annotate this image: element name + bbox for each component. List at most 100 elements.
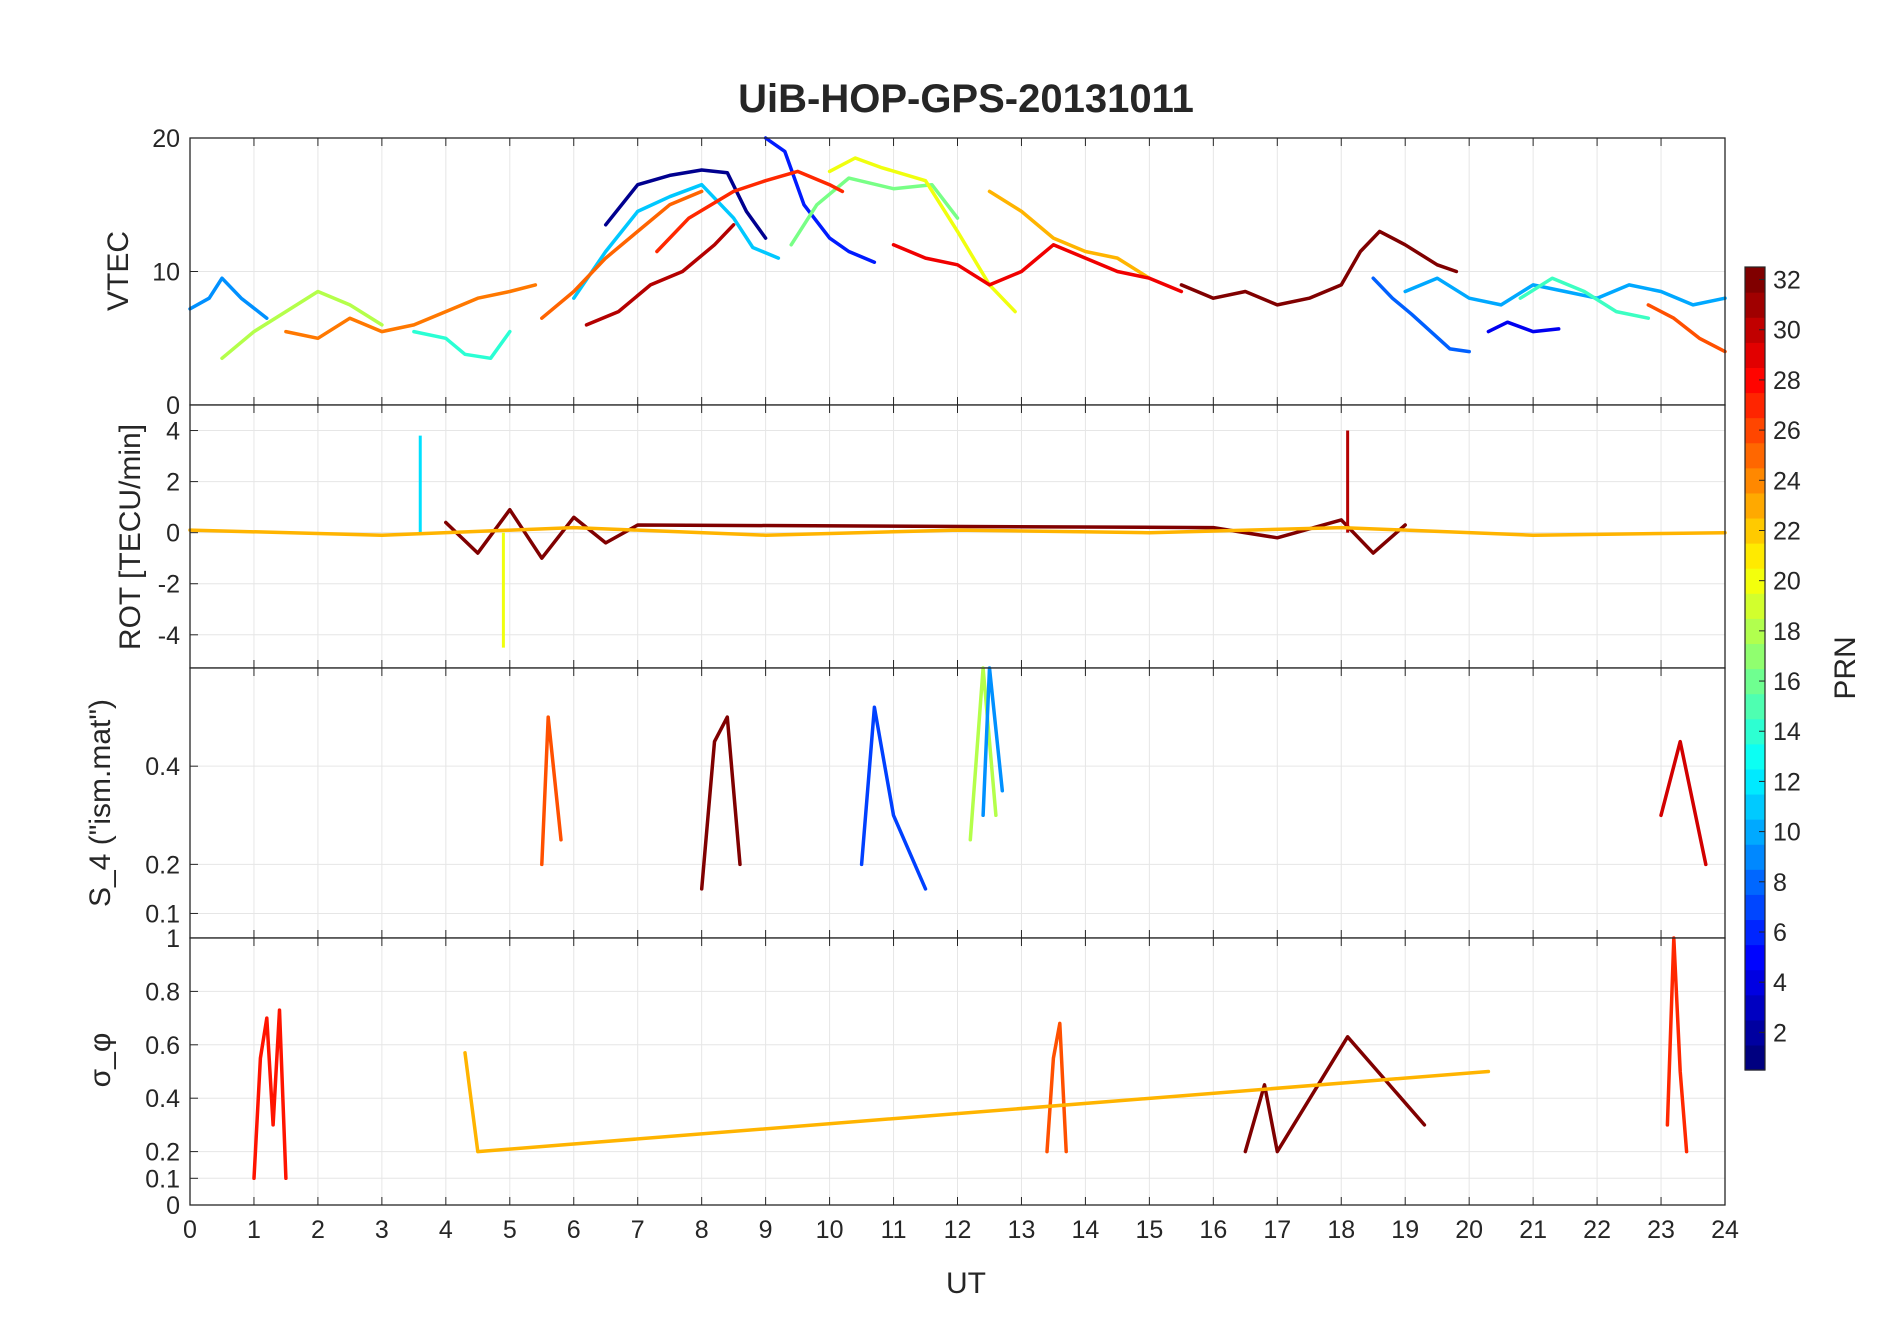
colorbar-tick-label: 14 (1773, 718, 1801, 746)
series-group (188, 430, 1727, 648)
y-tick-label: 0.6 (145, 1032, 180, 1060)
x-tick-label: 19 (1391, 1216, 1419, 1244)
series-line-prn-32 (1243, 1035, 1427, 1154)
x-tick-label: 5 (503, 1216, 517, 1244)
colorbar-step (1745, 342, 1765, 368)
colorbar-tick-label: 24 (1773, 467, 1801, 495)
series-line-prn-28 (891, 243, 1184, 294)
series-line-prn-24 (284, 283, 538, 341)
colorbar-tick-label: 16 (1773, 668, 1801, 696)
y-tick-label: 2 (166, 469, 180, 497)
series-group (252, 936, 1689, 1181)
colorbar-label: PRN (1829, 636, 1862, 699)
colorbar-step (1745, 442, 1765, 469)
panel-2: -4 -2 0 2 4 ROT [TECU/min] (114, 404, 1727, 669)
y-tick-label: -2 (158, 571, 180, 599)
colorbar-step (1745, 568, 1765, 594)
series-line-prn-28 (252, 1008, 288, 1181)
x-tick-label: 11 (881, 1216, 907, 1244)
colorbar-step (1745, 1019, 1765, 1046)
y-tick-label: 0.1 (145, 900, 180, 928)
x-tick-label: 15 (1135, 1216, 1163, 1244)
x-tick-label: 4 (439, 1216, 453, 1244)
series-group (540, 666, 1708, 891)
series-line-prn-27 (1665, 936, 1689, 1154)
x-tick-label: 0 (183, 1216, 197, 1244)
series-line-prn-32 (1179, 229, 1459, 307)
x-tick-label: 14 (1072, 1216, 1100, 1244)
colorbar-tick-label: 20 (1773, 568, 1801, 596)
colorbar-step (1745, 618, 1765, 645)
colorbar-step (1745, 969, 1765, 996)
colorbar-tick-label: 32 (1773, 267, 1801, 295)
x-tick-label: 2 (311, 1216, 325, 1244)
colorbar-step (1745, 417, 1765, 444)
colorbar-tick-label: 18 (1773, 618, 1801, 646)
colorbar-tick-label: 8 (1773, 869, 1787, 897)
series-line-prn-9 (188, 276, 269, 320)
y-tick-label: 10 (152, 259, 180, 287)
colorbar-tick-label: 26 (1773, 417, 1801, 445)
x-tick-label: 23 (1647, 1216, 1675, 1244)
colorbar-step (1745, 869, 1765, 895)
y-tick-label: 0.1 (145, 1165, 180, 1193)
x-axis-label: UT (946, 1267, 986, 1300)
colorbar-tick-label: 10 (1773, 819, 1801, 847)
x-tick-label: 1 (247, 1216, 261, 1244)
series-line-prn-26 (540, 715, 563, 867)
y-axis-label: ROT [TECU/min] (114, 424, 147, 650)
y-axis-label: VTEC (102, 231, 135, 311)
series-line-prn-1 (603, 168, 768, 240)
colorbar-step (1745, 693, 1765, 720)
colorbar-step (1745, 793, 1765, 820)
series-line-prn-22 (463, 1051, 1491, 1154)
colorbar-step (1745, 643, 1765, 670)
colorbar-step (1745, 543, 1765, 569)
y-axis-label: S_4 ("ism.mat") (84, 699, 117, 907)
y-tick-label: -4 (158, 622, 180, 650)
series-line-prn-16 (789, 176, 960, 247)
y-tick-label: 0.2 (145, 1139, 180, 1167)
y-axis-label: σ_φ (84, 1033, 117, 1088)
series-line-prn-30 (584, 223, 736, 327)
y-tick-label: 0.4 (145, 1085, 180, 1113)
colorbar-step (1745, 844, 1765, 870)
y-tick-label: 0.2 (145, 851, 180, 879)
y-tick-label: 0 (166, 392, 180, 420)
colorbar-tick-label: 22 (1773, 517, 1801, 545)
series-line-prn-22 (987, 189, 1152, 280)
y-tick-label: 4 (166, 418, 180, 446)
series-group (188, 136, 1727, 361)
colorbar-tick-label: 28 (1773, 367, 1801, 395)
colorbar-step (1745, 919, 1765, 946)
colorbar-step (1745, 944, 1765, 971)
panel-3: 0.1 0.2 0.4 S_4 ("ism.mat") (84, 666, 1726, 939)
y-tick-label: 1 (166, 925, 180, 953)
colorbar-tick-label: 4 (1773, 969, 1787, 997)
colorbar-step (1745, 668, 1765, 695)
colorbar-step (1745, 317, 1765, 343)
colorbar-step (1745, 292, 1765, 318)
y-tick-label: 0.8 (145, 978, 180, 1006)
series-line-prn-6 (859, 705, 928, 891)
y-tick-label: 0 (166, 520, 180, 548)
colorbar-tick-label: 6 (1773, 919, 1787, 947)
colorbar-step (1745, 467, 1765, 494)
series-line-prn-27 (655, 169, 845, 254)
series-line-prn-32 (699, 715, 742, 891)
x-tick-label: 7 (631, 1216, 645, 1244)
colorbar-step (1745, 517, 1765, 544)
x-tick-label: 20 (1455, 1216, 1483, 1244)
series-line-prn-13 (412, 329, 512, 361)
x-tick-label: 22 (1583, 1216, 1611, 1244)
x-tick-label: 9 (759, 1216, 773, 1244)
colorbar-step (1745, 718, 1765, 745)
colorbar-tick-label: 12 (1773, 768, 1801, 796)
colorbar-step (1745, 267, 1765, 293)
series-line-prn-26 (1646, 303, 1727, 354)
x-tick-label: 3 (375, 1216, 389, 1244)
colorbar-step (1745, 392, 1765, 419)
